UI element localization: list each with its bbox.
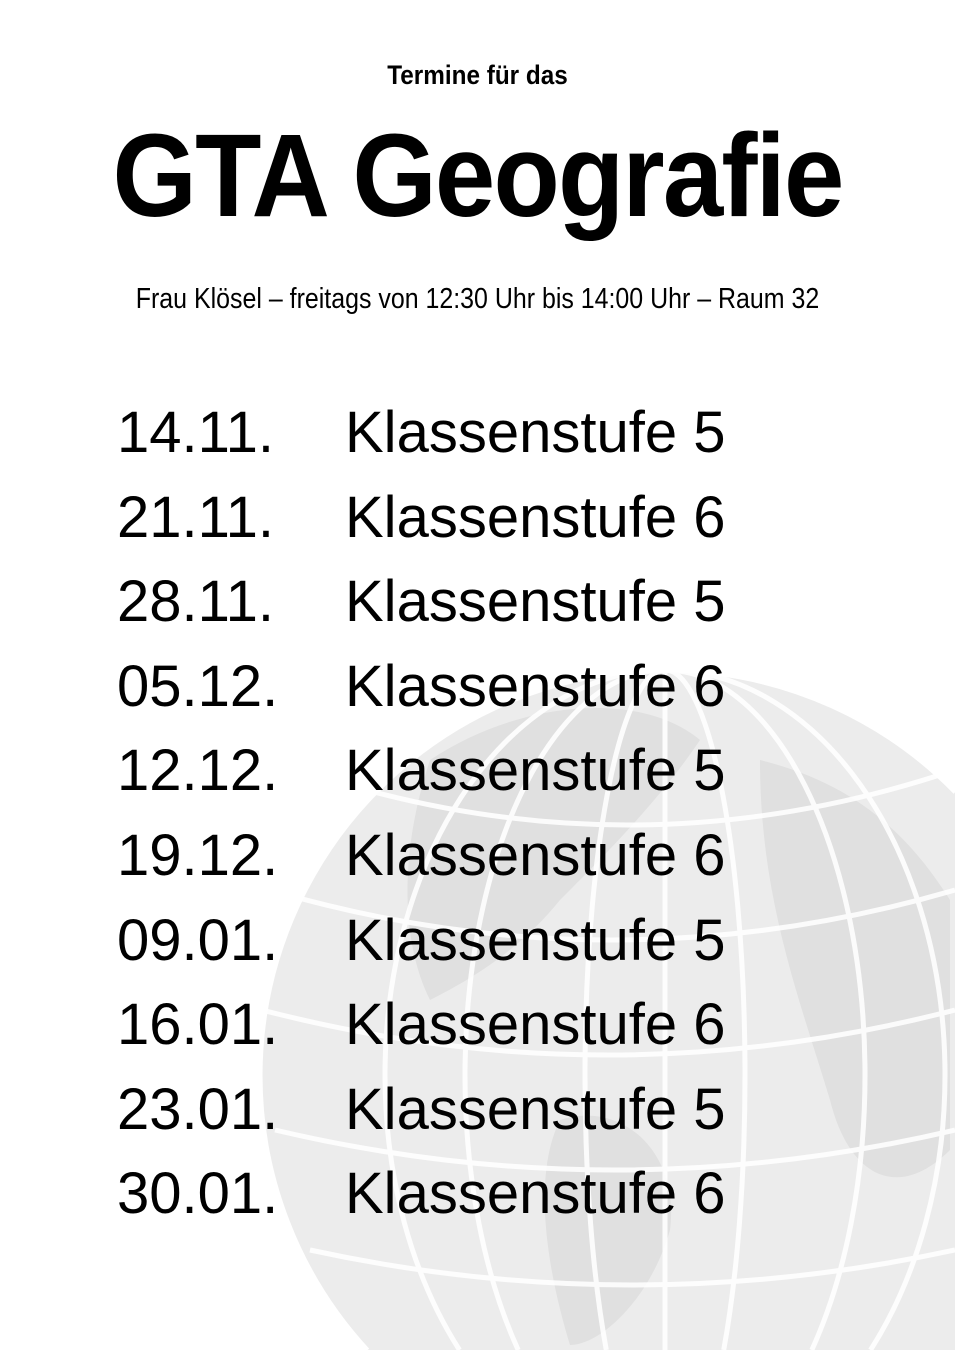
- schedule-date: 30.01.: [117, 1161, 279, 1227]
- schedule-label: Klassenstufe 6: [345, 992, 726, 1058]
- schedule-label: Klassenstufe 5: [345, 569, 726, 635]
- schedule-date: 16.01.: [117, 992, 279, 1058]
- schedule-label: Klassenstufe 6: [345, 653, 726, 719]
- schedule-date: 05.12.: [117, 653, 279, 719]
- schedule-label: Klassenstufe 5: [345, 1076, 726, 1142]
- schedule-date: 19.12.: [117, 822, 279, 888]
- schedule-label: Klassenstufe 5: [345, 907, 726, 973]
- kicker-text: Termine für das: [387, 60, 568, 90]
- schedule-label: Klassenstufe 5: [345, 400, 726, 465]
- subtitle: Frau Klösel – freitags von 12:30 Uhr bis…: [135, 283, 820, 315]
- page-title: GTA Geografie: [112, 110, 844, 242]
- schedule-date: 09.01.: [117, 907, 279, 973]
- schedule-date: 28.11.: [117, 569, 274, 635]
- schedule-date: 12.12.: [117, 738, 279, 804]
- schedule-date: 21.11.: [117, 484, 274, 550]
- schedule-label: Klassenstufe 6: [345, 1161, 726, 1227]
- schedule-label: Klassenstufe 5: [345, 738, 726, 804]
- schedule-date: 23.01.: [117, 1076, 279, 1142]
- schedule-date: 14.11.: [117, 400, 274, 465]
- schedule-label: Klassenstufe 6: [345, 484, 726, 550]
- schedule-label: Klassenstufe 6: [345, 822, 726, 888]
